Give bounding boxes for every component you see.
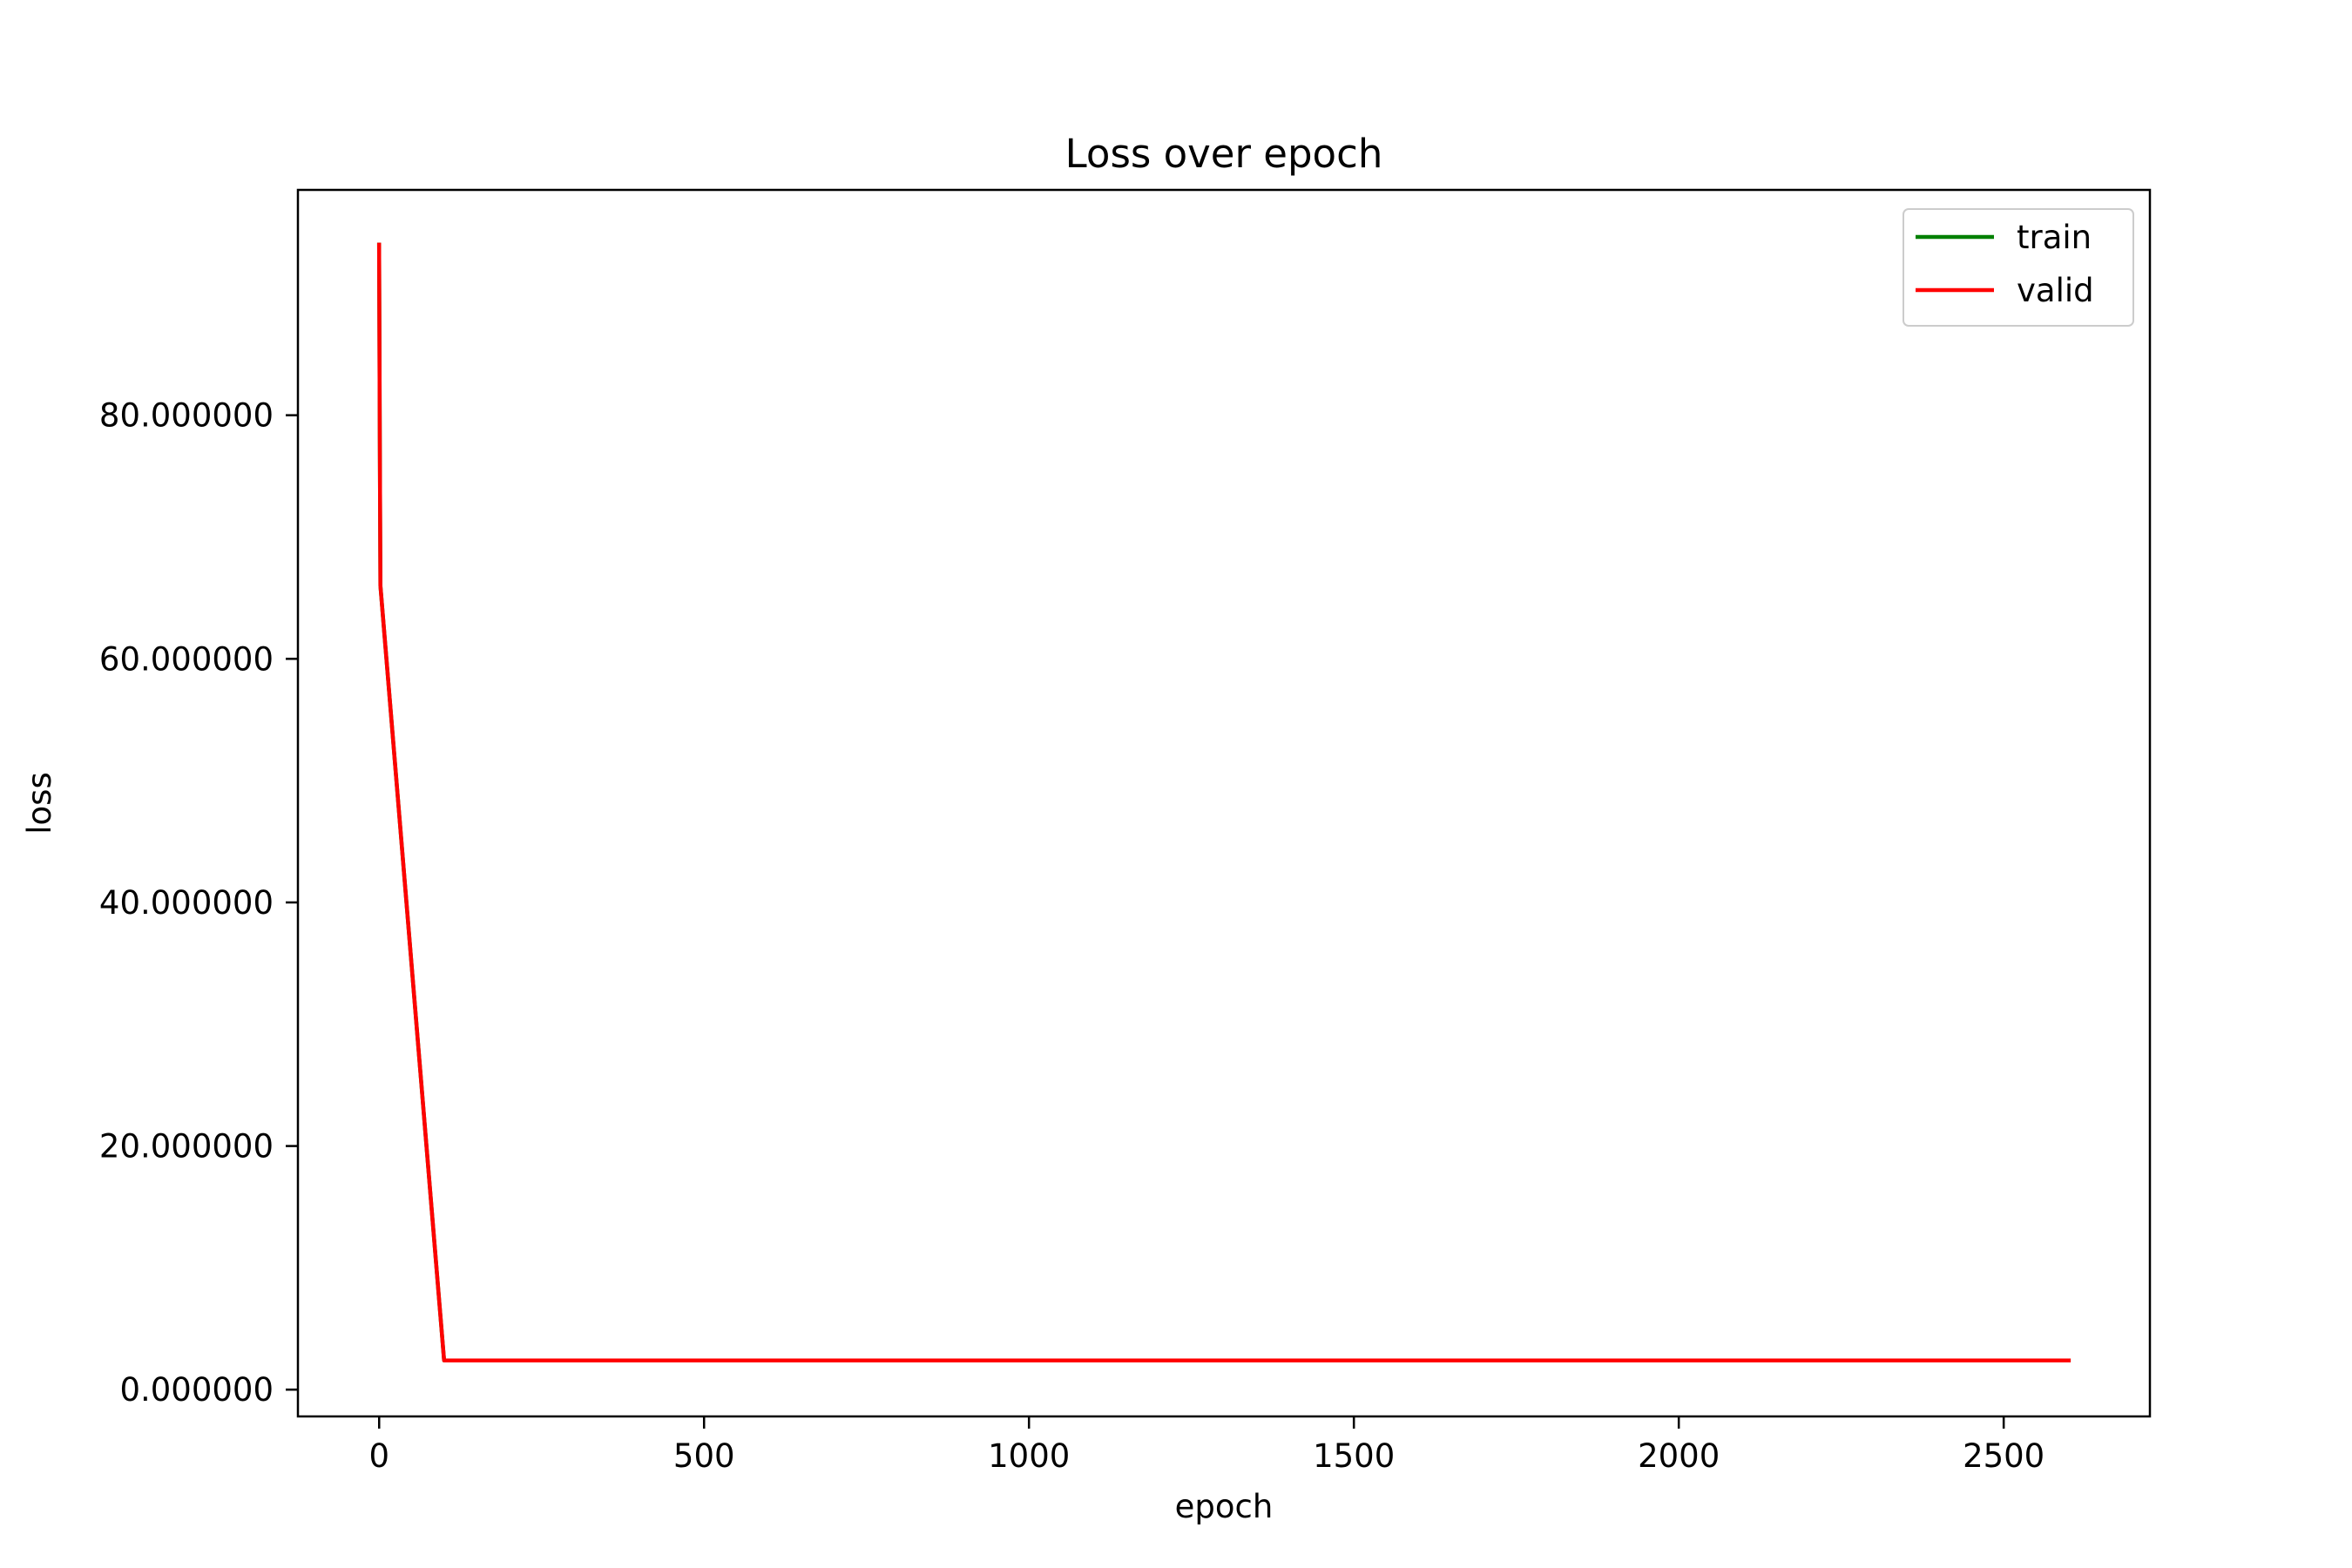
- axes-frame: [296, 188, 2152, 1418]
- x-tick-label: 1000: [988, 1437, 1070, 1475]
- x-ticks: 0 500 1000 1500 2000 2500: [368, 1416, 2044, 1475]
- series-line-valid: [376, 242, 2072, 1362]
- y-ticks: 0.000000 20.000000 40.000000 60.000000 80.00…: [99, 397, 298, 1409]
- y-tick-label: 40.000000: [99, 884, 274, 922]
- x-tick-label: 500: [673, 1437, 735, 1475]
- y-tick-label: 0.000000: [119, 1371, 274, 1409]
- y-tick-label: 20.000000: [99, 1128, 274, 1166]
- y-tick-label: 80.000000: [99, 397, 274, 435]
- legend-label-train: train: [2017, 219, 2092, 256]
- chart-title: Loss over epoch: [1065, 131, 1383, 177]
- y-tick-label: 60.000000: [99, 640, 274, 678]
- legend-label-valid: valid: [2017, 272, 2094, 309]
- x-tick-label: 2000: [1638, 1437, 1720, 1475]
- series-layer: [376, 242, 2072, 1362]
- x-tick-label: 0: [368, 1437, 389, 1475]
- x-tick-label: 2500: [1963, 1437, 2044, 1475]
- legend: train valid: [1903, 208, 2134, 327]
- legend-entries: train valid: [1916, 219, 2094, 309]
- x-axis-title: epoch: [1175, 1488, 1274, 1525]
- x-tick-label: 1500: [1313, 1437, 1395, 1475]
- y-axis-title: loss: [21, 772, 58, 834]
